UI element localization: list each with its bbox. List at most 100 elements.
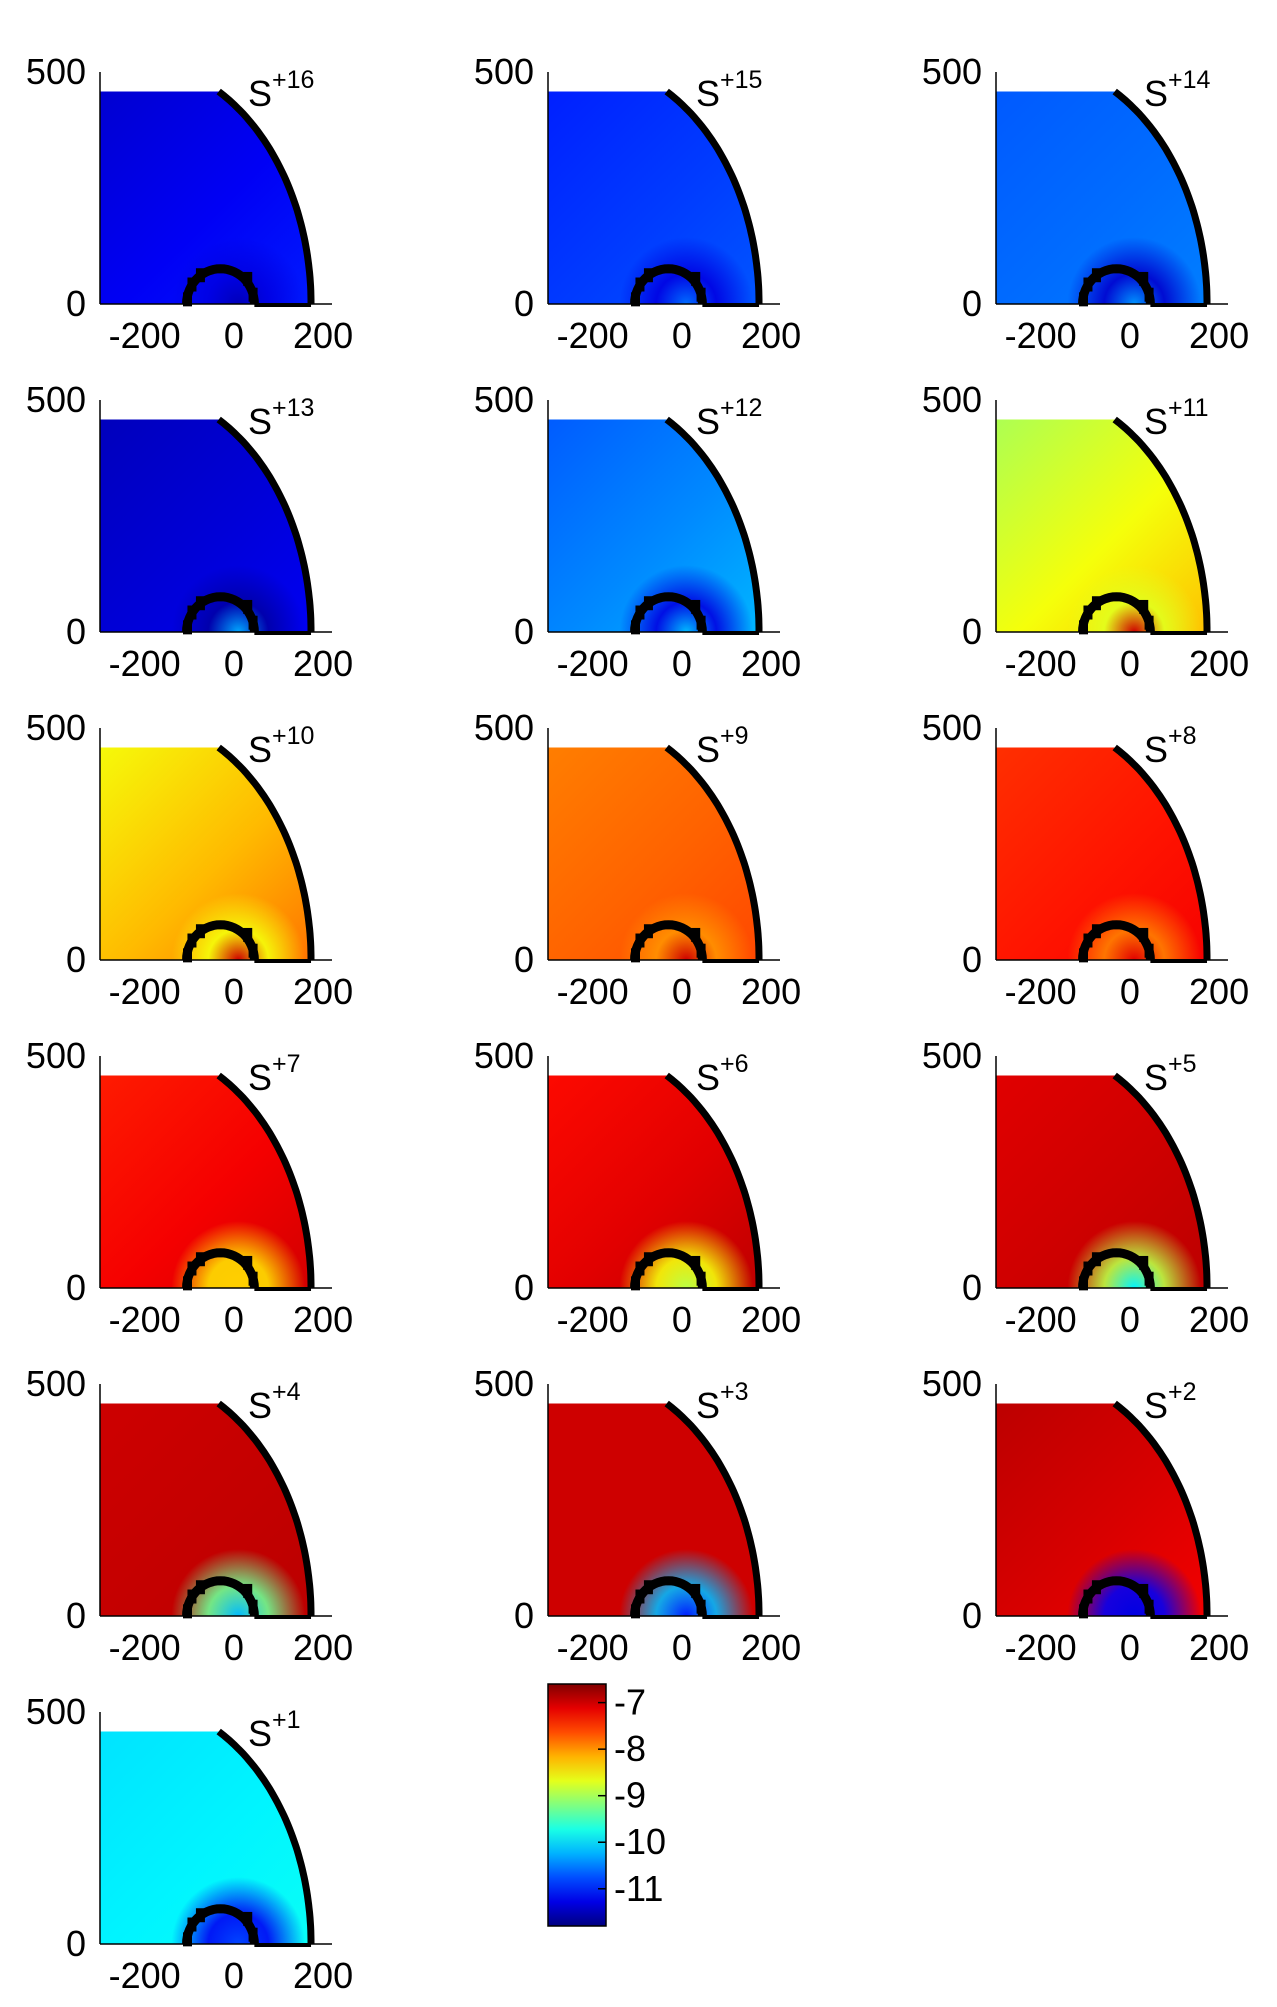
outer-shell	[664, 744, 763, 960]
boundary-step	[187, 933, 197, 948]
boundary-step	[183, 948, 192, 963]
outer-shell	[216, 416, 315, 632]
boundary-step	[248, 1599, 258, 1614]
x-tick-label: 0	[224, 1299, 244, 1340]
y-tick-label: 0	[962, 1595, 982, 1636]
x-tick-label: 0	[1120, 643, 1140, 684]
boundary-step	[1083, 277, 1093, 292]
x-tick-label: 200	[293, 315, 353, 356]
x-tick-label: 0	[672, 643, 692, 684]
y-tick-label: 500	[474, 707, 534, 748]
boundary-step	[1079, 292, 1088, 307]
colorbar-tick-label: -11	[614, 1868, 663, 1909]
panel-3: 0 500 -200 0 200 S+14	[922, 51, 1249, 356]
y-tick-label: 500	[922, 51, 982, 92]
x-tick-label: 200	[1189, 315, 1249, 356]
x-tick-label: 200	[1189, 971, 1249, 1012]
outer-shell	[216, 1400, 315, 1616]
y-tick-label: 0	[66, 611, 86, 652]
boundary-step	[1144, 287, 1154, 302]
y-tick-label: 500	[474, 379, 534, 420]
boundary-step	[635, 605, 645, 620]
y-tick-label: 0	[514, 1595, 534, 1636]
outer-shell	[1112, 1400, 1211, 1616]
x-tick-label: 0	[672, 315, 692, 356]
boundary-step	[635, 1261, 645, 1276]
x-tick-label: 0	[1120, 1299, 1140, 1340]
panel-label: S+6	[696, 1050, 749, 1098]
boundary-step	[691, 271, 701, 286]
x-tick-label: 0	[672, 1299, 692, 1340]
y-tick-label: 0	[66, 1595, 86, 1636]
boundary-step	[195, 924, 205, 939]
panel-label: S+13	[248, 394, 314, 442]
boundary-step	[1139, 927, 1149, 942]
x-tick-label: 200	[741, 971, 801, 1012]
y-tick-label: 500	[26, 1035, 86, 1076]
x-tick-label: 0	[224, 643, 244, 684]
boundary-step	[187, 605, 197, 620]
boundary-step	[1144, 1599, 1154, 1614]
boundary-step	[248, 1271, 258, 1286]
x-tick-label: -200	[557, 643, 629, 684]
boundary-step	[643, 596, 653, 611]
y-tick-label: 500	[474, 51, 534, 92]
boundary-step	[243, 927, 253, 942]
outer-shell	[1112, 1072, 1211, 1288]
x-tick-label: -200	[1005, 1627, 1077, 1668]
boundary-step	[1139, 599, 1149, 614]
panel-label: S+4	[248, 1378, 301, 1426]
boundary-step	[187, 1589, 197, 1604]
boundary-step	[1083, 605, 1093, 620]
boundary-step	[643, 268, 653, 283]
x-tick-label: 0	[224, 315, 244, 356]
outer-shell	[1112, 744, 1211, 960]
panel-label: S+15	[696, 66, 762, 114]
boundary-step	[248, 287, 258, 302]
outer-shell	[664, 416, 763, 632]
x-tick-label: 200	[741, 1627, 801, 1668]
boundary-step	[643, 924, 653, 939]
x-tick-label: 200	[293, 1955, 353, 1996]
x-tick-label: -200	[109, 1627, 181, 1668]
boundary-step	[1091, 1580, 1101, 1595]
boundary-step	[243, 1911, 253, 1926]
y-tick-label: 500	[474, 1363, 534, 1404]
outer-shell	[216, 744, 315, 960]
boundary-step	[195, 1908, 205, 1923]
panel-label: S+11	[1144, 394, 1209, 442]
boundary-step	[183, 292, 192, 307]
x-tick-label: -200	[1005, 971, 1077, 1012]
boundary-step	[631, 948, 640, 963]
boundary-step	[183, 620, 192, 635]
x-tick-label: -200	[1005, 643, 1077, 684]
boundary-step	[187, 277, 197, 292]
outer-shell	[664, 1400, 763, 1616]
x-tick-label: 0	[224, 1955, 244, 1996]
y-tick-label: 0	[66, 1923, 86, 1964]
colorbar-tick-label: -9	[614, 1775, 646, 1816]
colorbar-tick-label: -7	[614, 1682, 646, 1723]
panel-5: 0 500 -200 0 200 S+12	[474, 379, 801, 684]
x-tick-label: 200	[293, 643, 353, 684]
x-tick-label: -200	[557, 315, 629, 356]
x-tick-label: 0	[672, 1627, 692, 1668]
y-tick-label: 500	[922, 379, 982, 420]
boundary-step	[691, 599, 701, 614]
colorbar: -7 -8 -9 -10 -11	[547, 1682, 666, 1927]
x-tick-label: 200	[293, 1627, 353, 1668]
panel-11: 0 500 -200 0 200 S+6	[474, 1035, 801, 1340]
colorbar-tick-label: -10	[614, 1821, 666, 1862]
boundary-step	[1091, 924, 1101, 939]
boundary-step	[243, 271, 253, 286]
x-tick-label: 200	[741, 315, 801, 356]
boundary-step	[248, 943, 258, 958]
boundary-step	[1079, 1276, 1088, 1291]
boundary-step	[696, 943, 706, 958]
boundary-step	[1083, 933, 1093, 948]
boundary-step	[691, 1583, 701, 1598]
boundary-step	[1144, 943, 1154, 958]
boundary-step	[243, 1583, 253, 1598]
boundary-step	[696, 615, 706, 630]
